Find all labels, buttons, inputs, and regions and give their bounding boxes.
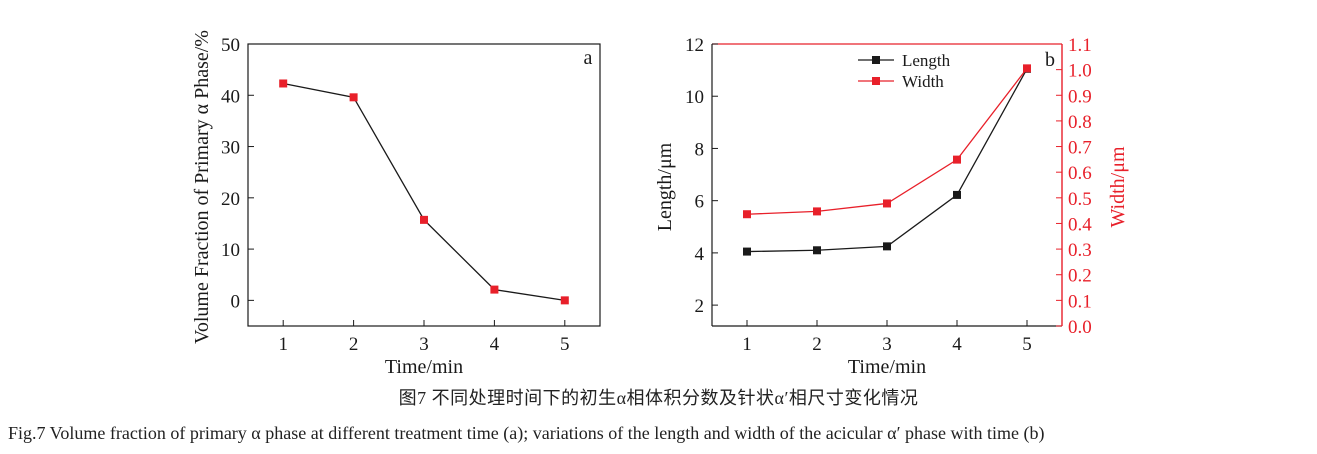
data-point-width [813, 207, 821, 216]
y-tick-label-a: 0 [231, 291, 241, 312]
series-line-a [283, 82, 565, 302]
y2-tick-label-b: 0.7 [1068, 138, 1092, 159]
y2-tick-label-b: 1.0 [1068, 61, 1092, 82]
y2-tick-label-b: 0.1 [1068, 291, 1092, 312]
x-tick-label-a: 1 [278, 334, 288, 355]
x-tick-label-a: 3 [419, 334, 429, 355]
y-tick-label-a: 20 [221, 189, 240, 210]
y2-tick-label-b: 0.3 [1068, 240, 1092, 261]
y-axis-label-a: Volume Fraction of Primary α Phase/% [191, 30, 213, 344]
y2-tick-label-b: 0.2 [1068, 266, 1092, 287]
y2-tick-label-b: 0.4 [1068, 214, 1092, 235]
y-tick-label-a: 30 [221, 138, 240, 159]
data-point-a [279, 79, 288, 88]
legend-label-width: Width [902, 72, 944, 91]
data-point-width [953, 155, 961, 164]
legend-marker-length [872, 56, 880, 64]
y2-tick-label-b: 0.8 [1068, 112, 1092, 133]
series-line-length [746, 68, 1028, 253]
y2-tick-label-b: 0.0 [1068, 317, 1092, 338]
panel-label-b: b [1045, 49, 1055, 71]
y-tick-label-b: 12 [685, 35, 704, 56]
x-tick-label-b: 2 [812, 334, 822, 355]
data-point-length [813, 246, 821, 255]
x-tick-label-b: 1 [742, 334, 752, 355]
data-point-width [883, 199, 891, 208]
figure-caption-english: Fig.7 Volume fraction of primary α phase… [8, 423, 1045, 443]
x-tick-label-a: 2 [349, 334, 359, 355]
data-point-length [743, 247, 751, 256]
chart-b-length-width: 246810120.00.10.20.30.40.50.60.70.80.91.… [654, 35, 1129, 378]
y2-tick-label-b: 1.1 [1068, 35, 1092, 56]
x-tick-label-b: 4 [952, 334, 962, 355]
y-tick-label-b: 2 [695, 296, 705, 317]
data-point-length [953, 190, 961, 199]
data-point-width [743, 210, 751, 219]
x-axis-label-a: Time/min [385, 356, 463, 378]
legend-label-length: Length [902, 51, 951, 70]
x-tick-label-b: 5 [1022, 334, 1032, 355]
data-point-a [560, 296, 569, 305]
data-point-length [883, 242, 891, 251]
legend-marker-width [872, 77, 880, 85]
x-axis-label-b: Time/min [848, 356, 926, 378]
y-axis-label-b: Length/μm [654, 142, 676, 231]
x-tick-label-a: 5 [560, 334, 570, 355]
figure-caption-chinese: 图7 不同处理时间下的初生α相体积分数及针状α′相尺寸变化情况 [398, 388, 919, 408]
x-tick-label-a: 4 [490, 334, 500, 355]
y-tick-label-b: 6 [695, 192, 705, 213]
chart-a-volume-fraction: 0 10 20 30 40 50 1 2 3 4 5 Time/min Volume Fraction … [191, 30, 601, 378]
series-line-width [746, 67, 1028, 215]
y2-axis-label-b: Width/μm [1107, 146, 1129, 227]
data-point-a [349, 93, 358, 102]
data-point-width [1023, 64, 1031, 73]
panel-label-a: a [584, 47, 593, 69]
data-point-a [420, 215, 428, 224]
y-tick-label-a: 40 [221, 86, 240, 107]
x-tick-label-b: 3 [882, 334, 892, 355]
y2-tick-label-b: 0.6 [1068, 163, 1092, 184]
y-tick-label-a: 10 [221, 240, 240, 261]
y-tick-label-b: 10 [685, 87, 704, 108]
y2-tick-label-b: 0.9 [1068, 86, 1092, 107]
data-point-a [490, 285, 499, 294]
y2-tick-label-b: 0.5 [1068, 189, 1092, 210]
y-tick-label-a: 50 [221, 35, 240, 56]
y-tick-label-b: 4 [695, 244, 705, 265]
y-tick-label-b: 8 [695, 139, 705, 160]
